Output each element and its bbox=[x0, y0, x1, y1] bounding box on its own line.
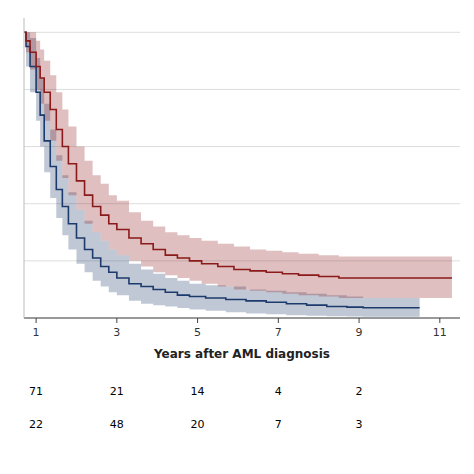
grid-line bbox=[24, 318, 460, 319]
risk-count: 7 bbox=[275, 418, 282, 431]
risk-count: 48 bbox=[110, 418, 124, 431]
x-tick bbox=[439, 318, 440, 323]
grid bbox=[24, 32, 460, 318]
chart: 1 3 5 7 9 11 Years after AML diagnosis 71 21 14 4 2… bbox=[0, 0, 474, 474]
grid-line bbox=[24, 32, 460, 33]
risk-count: 14 bbox=[191, 385, 205, 398]
x-tick-label: 11 bbox=[433, 326, 447, 339]
x-tick-label: 7 bbox=[275, 326, 282, 339]
risk-count: 22 bbox=[29, 418, 43, 431]
plot-area bbox=[24, 32, 452, 317]
x-tick-label: 1 bbox=[33, 326, 40, 339]
x-tick-label: 5 bbox=[194, 326, 201, 339]
grid-line bbox=[24, 146, 460, 147]
x-tick-label: 3 bbox=[113, 326, 120, 339]
risk-count: 20 bbox=[191, 418, 205, 431]
risk-count: 4 bbox=[275, 385, 282, 398]
x-tick bbox=[278, 318, 279, 323]
risk-count: 71 bbox=[29, 385, 43, 398]
risk-count: 3 bbox=[356, 418, 363, 431]
y-axis bbox=[24, 18, 25, 318]
risk-count: 2 bbox=[356, 385, 363, 398]
x-tick bbox=[197, 318, 198, 323]
confidence-band bbox=[24, 32, 452, 298]
x-axis bbox=[24, 318, 460, 319]
risk-table: 7121144222482073 bbox=[29, 385, 362, 431]
x-tick bbox=[359, 318, 360, 323]
risk-count: 21 bbox=[110, 385, 124, 398]
x-tick bbox=[116, 318, 117, 323]
x-tick bbox=[36, 318, 37, 323]
survival-curve bbox=[24, 32, 452, 278]
x-axis-label: Years after AML diagnosis bbox=[153, 347, 330, 361]
grid-line bbox=[24, 89, 460, 90]
x-tick-label: 9 bbox=[356, 326, 363, 339]
